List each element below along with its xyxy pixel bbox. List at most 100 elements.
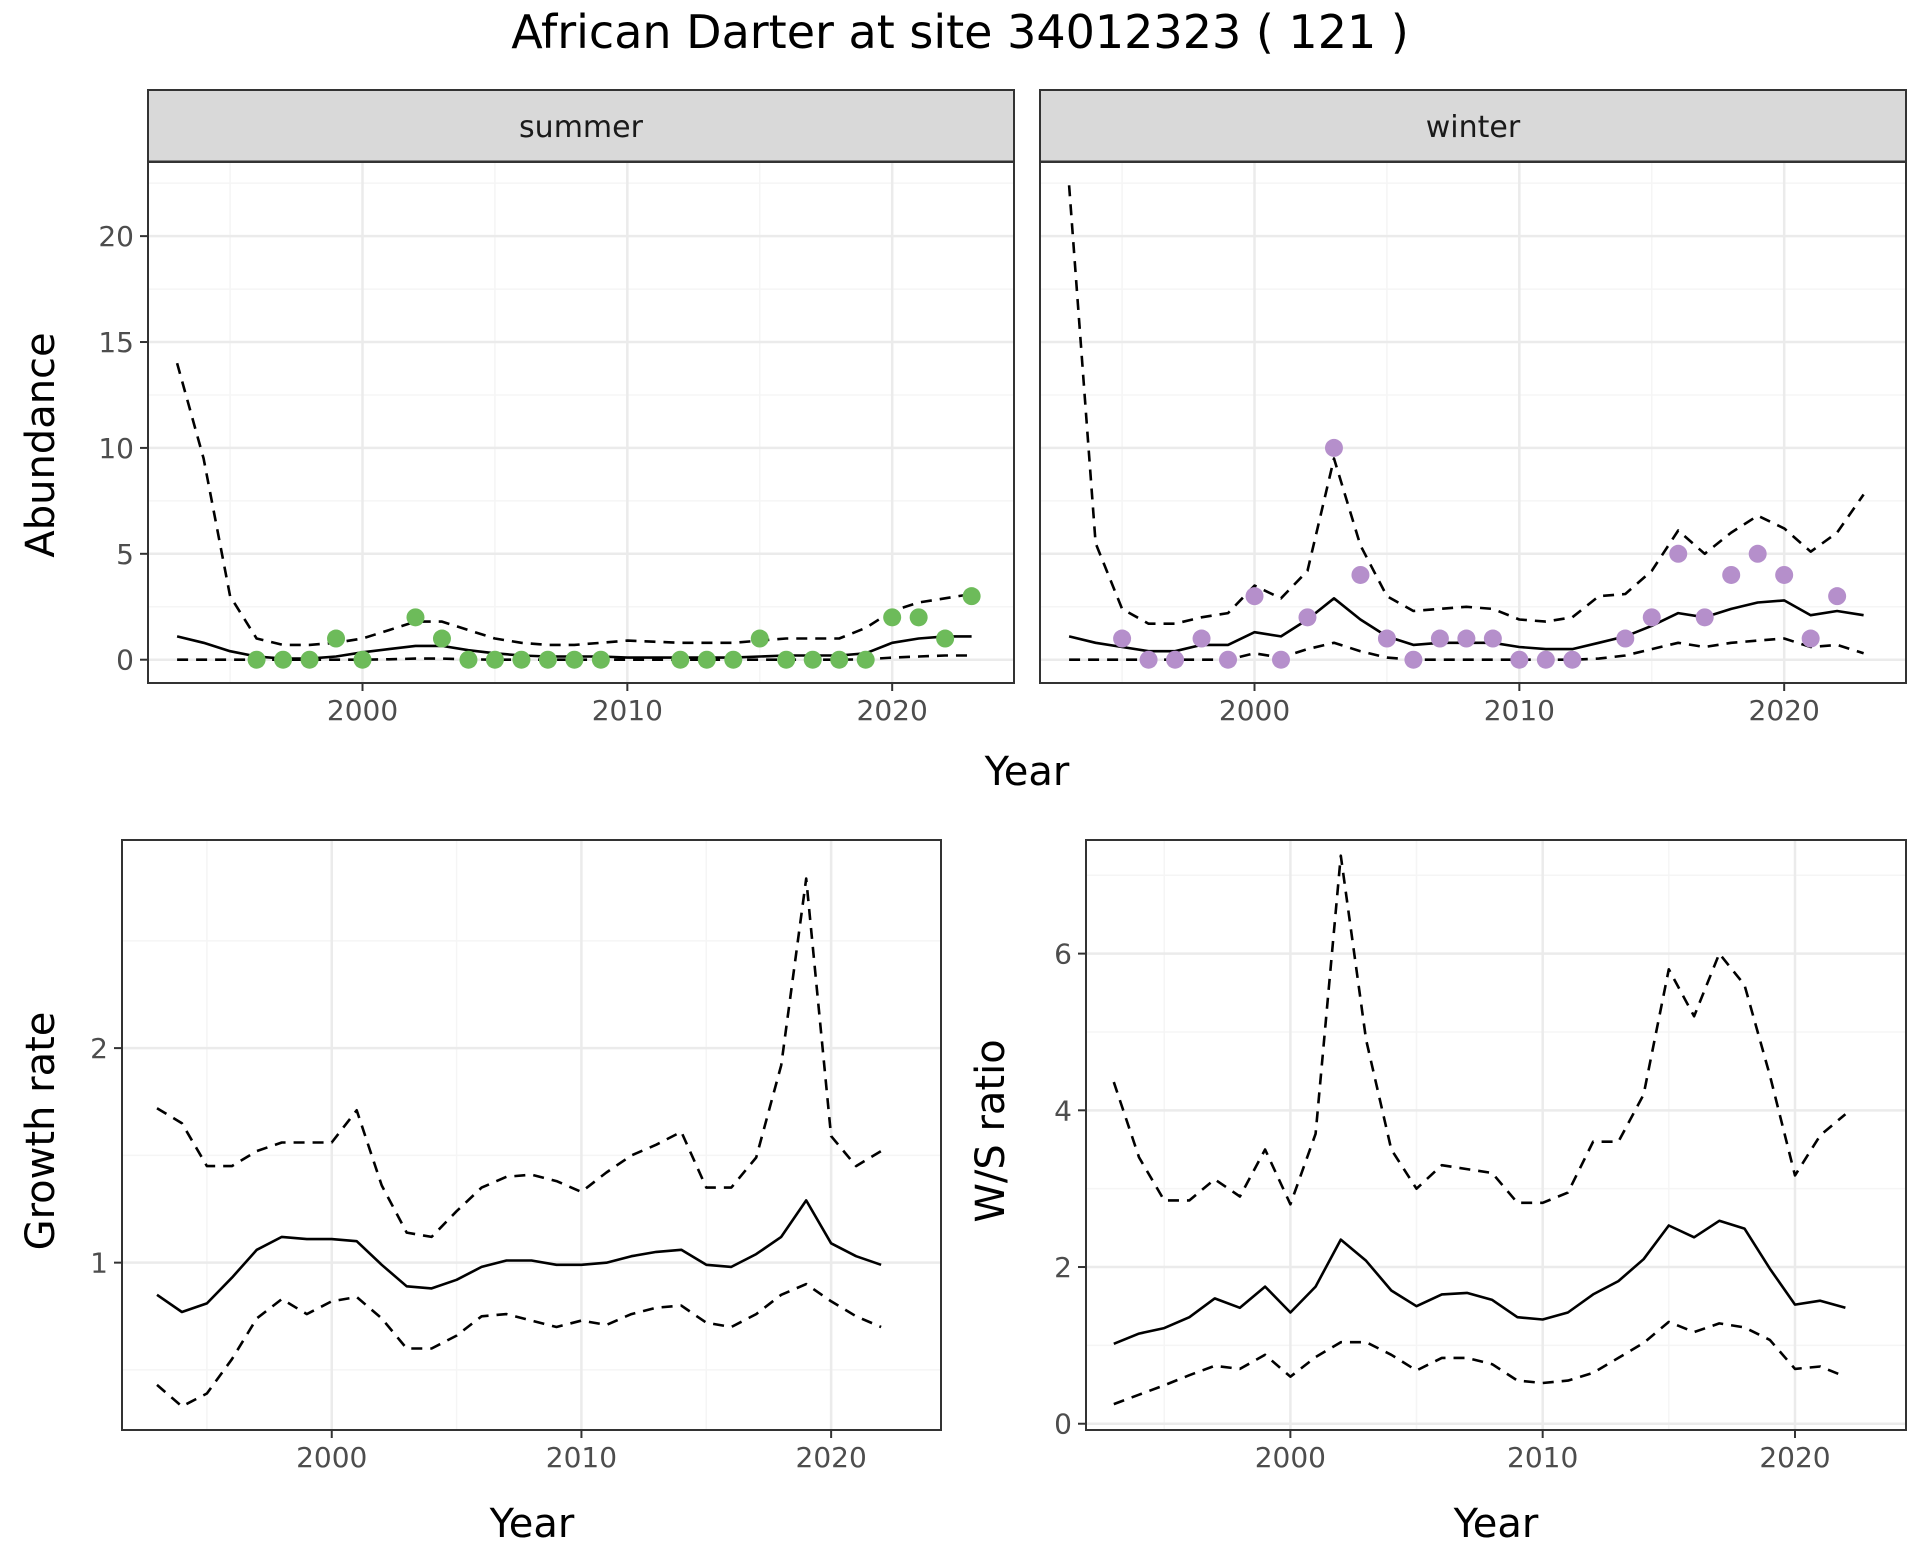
y-tick-label: 0 — [1054, 1408, 1072, 1441]
observed-point — [1695, 608, 1714, 627]
abundance-summer-panel: 2000 2010 2020 0 5 10 15 20 — [98, 161, 1015, 727]
observed-point — [565, 650, 584, 669]
abundance-winter-panel: 2000 2010 2020 — [1039, 161, 1907, 727]
upper-line — [156, 877, 882, 1239]
x-tick-label: 2020 — [1759, 1441, 1830, 1474]
observed-point — [353, 650, 372, 669]
observed-point — [909, 608, 928, 627]
observed-point — [1642, 608, 1661, 627]
observed-point — [777, 650, 796, 669]
growth-x-axis-title: Year — [489, 1501, 575, 1547]
strip-label-summer: summer — [519, 110, 644, 145]
observed-point — [830, 650, 849, 669]
strip-label-winter: winter — [1426, 110, 1521, 145]
y-tick-label: 0 — [116, 644, 134, 677]
upper-line — [175, 362, 972, 647]
x-tick-label: 2010 — [592, 694, 663, 727]
observed-point — [591, 650, 610, 669]
growth-y-axis-title: Growth rate — [18, 1012, 64, 1251]
x-tick-label: 2020 — [796, 1441, 867, 1474]
observed-point — [1113, 629, 1132, 648]
upper-line — [1112, 854, 1847, 1206]
panel-border — [121, 839, 942, 1431]
x-tick-label: 2000 — [296, 1441, 367, 1474]
observed-point — [750, 629, 769, 648]
lower-line — [1113, 1320, 1846, 1406]
x-tick-label: 2010 — [1484, 694, 1555, 727]
strip-summer — [147, 89, 1015, 163]
observed-point — [1219, 650, 1238, 669]
observed-point — [883, 608, 902, 627]
observed-point — [512, 650, 531, 669]
ws-x-axis-title: Year — [1453, 1501, 1539, 1547]
observed-point — [1483, 629, 1502, 648]
observed-point — [1722, 565, 1741, 584]
abundance-x-axis-title: Year — [984, 749, 1070, 795]
observed-point — [459, 650, 478, 669]
observed-point — [1351, 565, 1370, 584]
observed-point — [1616, 629, 1635, 648]
observed-point — [1324, 438, 1343, 457]
observed-point — [724, 650, 743, 669]
observed-point — [697, 650, 716, 669]
panel-background — [1086, 840, 1906, 1430]
mean-line — [156, 1199, 882, 1314]
observed-point — [300, 650, 319, 669]
observed-point — [1828, 587, 1847, 606]
panel-border — [1039, 161, 1907, 684]
panel-background — [122, 840, 941, 1430]
growth-rate-panel: 2000 2010 2020 1 2 — [90, 839, 942, 1474]
x-tick-label: 2000 — [327, 694, 398, 727]
observed-point — [327, 629, 346, 648]
x-tick-label: 2020 — [1749, 694, 1820, 727]
observed-point — [1748, 544, 1767, 563]
y-tick-label: 5 — [116, 538, 134, 571]
observed-point — [274, 650, 293, 669]
observed-point — [1801, 629, 1820, 648]
observed-point — [1536, 650, 1555, 669]
x-tick-label: 2010 — [1507, 1441, 1578, 1474]
observed-point — [485, 650, 504, 669]
x-tick-label: 2020 — [857, 694, 928, 727]
observed-point — [856, 650, 875, 669]
strip-winter — [1039, 89, 1907, 163]
y-tick-label: 10 — [98, 432, 134, 465]
y-tick-label: 20 — [98, 220, 134, 253]
x-tick-label: 2000 — [1219, 694, 1290, 727]
abundance-y-axis-title: Abundance — [18, 332, 64, 557]
observed-point — [1563, 650, 1582, 669]
lower-line — [1069, 637, 1864, 662]
observed-point — [538, 650, 557, 669]
lower-line — [156, 1282, 882, 1408]
observed-point — [1271, 650, 1290, 669]
y-tick-label: 2 — [1054, 1251, 1072, 1284]
panel-border — [1085, 839, 1907, 1431]
y-tick-label: 4 — [1054, 1094, 1072, 1127]
ws-y-axis-title: W/S ratio — [968, 1039, 1014, 1222]
x-tick-label: 2010 — [546, 1441, 617, 1474]
mean-line — [1113, 1219, 1846, 1346]
observed-point — [1192, 629, 1211, 648]
observed-point — [1457, 629, 1476, 648]
observed-point — [1377, 629, 1396, 648]
panel-border — [147, 161, 1015, 684]
y-tick-label: 1 — [90, 1247, 108, 1280]
observed-point — [1298, 608, 1317, 627]
observed-point — [1245, 587, 1264, 606]
observed-point — [962, 587, 981, 606]
ws-ratio-panel: 2000 2010 2020 0 2 4 6 — [1054, 839, 1907, 1474]
figure-title: African Darter at site 34012323 ( 121 ) — [511, 5, 1409, 59]
panel-background — [148, 162, 1014, 683]
observed-point — [1404, 650, 1423, 669]
x-tick-label: 2000 — [1255, 1441, 1326, 1474]
observed-point — [247, 650, 266, 669]
observed-point — [1166, 650, 1185, 669]
observed-point — [1139, 650, 1158, 669]
observed-point — [671, 650, 690, 669]
observed-point — [432, 629, 451, 648]
observed-point — [406, 608, 425, 627]
y-tick-label: 6 — [1054, 938, 1072, 971]
y-tick-label: 15 — [98, 326, 134, 359]
observed-point — [1775, 565, 1794, 584]
